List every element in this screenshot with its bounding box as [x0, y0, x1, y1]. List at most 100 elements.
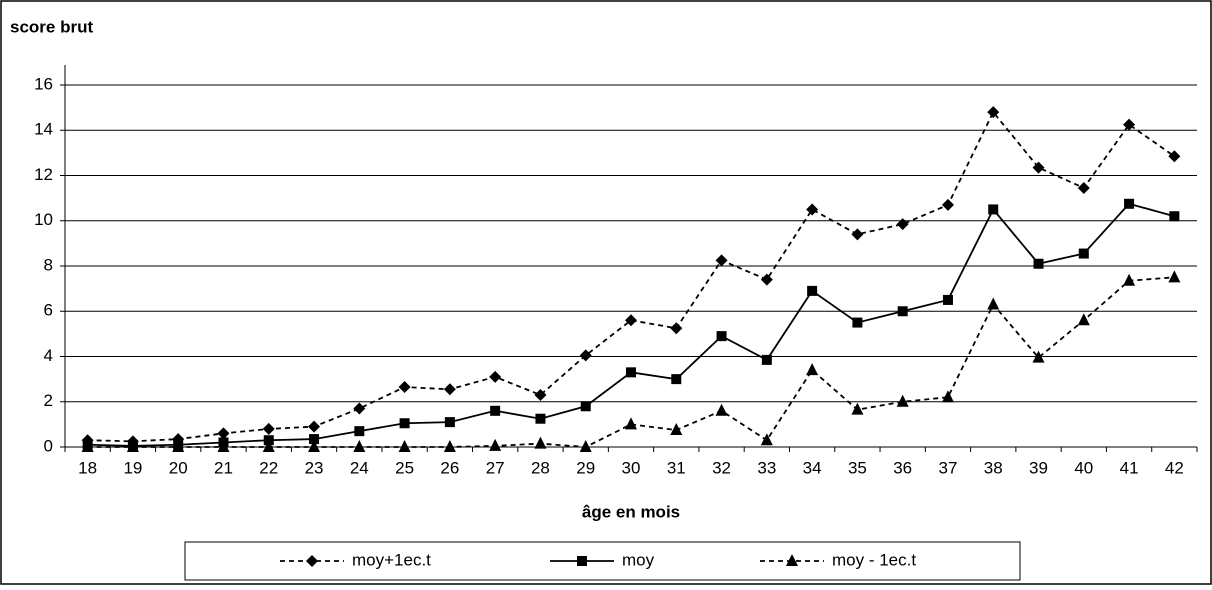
y-tick-label: 12	[34, 165, 53, 184]
legend-label: moy	[622, 550, 655, 569]
marker	[489, 438, 502, 451]
x-tick-label: 40	[1074, 458, 1093, 477]
marker	[126, 440, 139, 452]
marker	[806, 203, 819, 216]
x-tick-label: 24	[350, 458, 369, 477]
marker	[670, 322, 683, 335]
marker	[941, 198, 954, 211]
marker	[988, 204, 999, 215]
marker	[670, 423, 683, 436]
x-tick-label: 38	[984, 458, 1003, 477]
x-tick-label: 36	[893, 458, 912, 477]
x-tick-label: 35	[848, 458, 867, 477]
marker	[786, 554, 798, 566]
x-tick-label: 27	[486, 458, 505, 477]
marker	[353, 440, 366, 452]
x-tick-label: 41	[1120, 458, 1139, 477]
marker	[534, 388, 547, 401]
y-tick-label: 8	[44, 255, 53, 274]
x-tick-label: 22	[259, 458, 278, 477]
x-tick-label: 19	[123, 458, 142, 477]
marker	[444, 417, 455, 428]
marker	[941, 390, 954, 403]
marker	[625, 314, 637, 327]
x-tick-label: 33	[757, 458, 776, 477]
marker	[987, 297, 1000, 310]
marker	[1033, 258, 1044, 269]
x-tick-label: 34	[803, 458, 822, 477]
marker	[579, 440, 592, 452]
marker	[443, 383, 456, 396]
x-tick-label: 42	[1165, 458, 1184, 477]
marker	[760, 433, 773, 446]
y-tick-label: 4	[44, 346, 53, 365]
legend-label: moy - 1ec.t	[832, 550, 916, 569]
marker	[354, 426, 365, 437]
marker	[671, 374, 682, 385]
marker	[353, 402, 366, 415]
x-tick-label: 29	[576, 458, 595, 477]
marker	[987, 106, 1000, 119]
x-tick-label: 21	[214, 458, 233, 477]
marker	[1123, 118, 1136, 131]
marker	[443, 440, 456, 452]
marker	[398, 440, 411, 452]
marker	[1123, 273, 1136, 286]
marker	[851, 402, 864, 415]
marker	[1077, 313, 1090, 326]
marker	[852, 317, 863, 328]
y-tick-label: 10	[34, 210, 53, 229]
legend-label: moy+1ec.t	[352, 550, 431, 569]
marker	[897, 306, 908, 317]
marker	[942, 294, 953, 305]
marker	[579, 349, 592, 362]
chart-title: score brut	[10, 17, 93, 36]
x-tick-label: 37	[938, 458, 957, 477]
marker	[535, 413, 546, 424]
marker	[1032, 161, 1045, 174]
marker	[399, 418, 410, 429]
marker	[577, 556, 587, 566]
marker	[580, 401, 591, 412]
y-tick-label: 0	[44, 436, 53, 455]
marker	[626, 367, 636, 378]
marker	[760, 273, 773, 286]
x-axis-label: âge en mois	[582, 502, 680, 521]
marker	[534, 436, 547, 449]
marker	[715, 403, 728, 416]
x-tick-label: 26	[440, 458, 459, 477]
marker	[262, 422, 275, 435]
x-tick-label: 31	[667, 458, 686, 477]
marker	[896, 394, 909, 407]
marker	[1168, 270, 1181, 283]
y-tick-label: 2	[44, 391, 53, 410]
marker	[217, 427, 230, 440]
marker	[1124, 198, 1135, 209]
x-tick-label: 18	[78, 458, 97, 477]
y-tick-label: 16	[34, 74, 53, 93]
x-tick-label: 25	[395, 458, 414, 477]
y-tick-label: 14	[34, 120, 53, 139]
marker	[308, 440, 321, 452]
marker	[1169, 211, 1180, 222]
marker	[761, 354, 772, 365]
marker	[625, 417, 637, 430]
x-tick-label: 23	[305, 458, 324, 477]
marker	[309, 434, 320, 445]
marker	[1168, 150, 1181, 163]
marker	[489, 370, 502, 383]
y-tick-label: 6	[44, 301, 53, 320]
marker	[308, 420, 321, 433]
marker	[807, 285, 818, 296]
marker	[306, 555, 318, 567]
x-tick-label: 30	[622, 458, 641, 477]
marker	[851, 228, 864, 241]
marker	[716, 331, 727, 342]
marker	[398, 381, 411, 394]
marker	[1077, 181, 1090, 194]
x-tick-label: 32	[712, 458, 731, 477]
marker	[81, 440, 94, 452]
marker	[217, 440, 230, 452]
